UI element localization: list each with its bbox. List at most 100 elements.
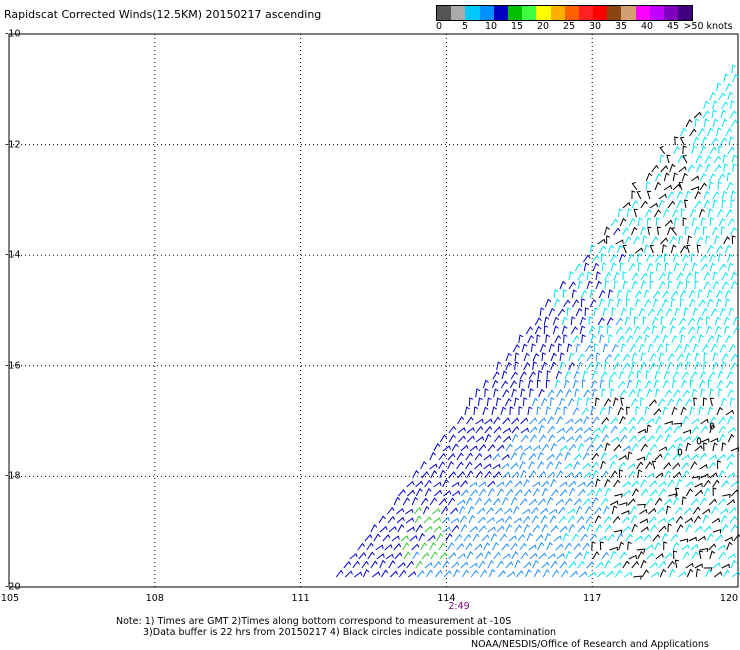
wind-barb	[707, 127, 714, 137]
wind-barb	[627, 463, 636, 470]
wind-barb	[370, 524, 378, 533]
wind-barb	[694, 190, 702, 200]
wind-barb	[703, 100, 710, 110]
wind-barb	[712, 442, 718, 452]
wind-barb	[429, 463, 438, 470]
wind-barb	[541, 523, 549, 533]
wind-barb	[721, 226, 726, 236]
wind-barb	[581, 334, 586, 344]
wind-barb	[574, 388, 580, 398]
wind-barb	[398, 569, 407, 578]
wind-barb	[649, 202, 658, 209]
wind-barb	[653, 335, 661, 344]
wind-barb	[586, 443, 595, 452]
wind-barb	[649, 362, 657, 371]
wind-barb	[396, 516, 405, 524]
wind-barb	[649, 353, 657, 362]
wind-barb	[497, 570, 506, 578]
wind-barb	[548, 307, 556, 317]
wind-barb	[691, 145, 697, 155]
wind-barb	[439, 552, 448, 560]
wind-barb	[717, 370, 724, 380]
wind-barb	[622, 489, 632, 497]
wind-barb	[559, 561, 568, 569]
wind-barb	[704, 155, 712, 164]
wind-barb	[558, 515, 567, 524]
wind-barb	[599, 379, 605, 389]
wind-barb	[514, 361, 519, 371]
color-scale-label: 35	[614, 21, 628, 32]
wind-barb	[721, 524, 729, 533]
wind-barb	[610, 218, 619, 227]
wind-barb	[683, 307, 689, 317]
wind-barb	[442, 445, 451, 452]
wind-barb	[590, 379, 598, 389]
wind-barb	[541, 352, 547, 362]
wind-barb	[725, 334, 732, 344]
wind-barb	[646, 435, 655, 443]
wind-barb	[559, 481, 568, 488]
wind-barb	[514, 445, 523, 452]
wind-barb	[619, 551, 627, 560]
color-swatch	[451, 6, 466, 20]
wind-barb	[529, 417, 538, 425]
wind-barb	[475, 436, 485, 443]
wind-barb	[594, 514, 602, 524]
wind-barb	[618, 253, 626, 263]
wind-barb	[537, 370, 543, 380]
wind-barb	[588, 316, 593, 326]
wind-barb	[442, 479, 450, 488]
wind-barb	[685, 272, 693, 281]
wind-barb	[580, 289, 588, 299]
wind-barb	[722, 154, 728, 164]
wind-barb	[415, 560, 423, 569]
wind-barb	[554, 406, 561, 416]
wind-barb	[655, 388, 661, 398]
wind-barb	[666, 398, 675, 407]
wind-barb	[474, 543, 483, 551]
wind-barb	[703, 280, 711, 290]
latitude-label: -10	[5, 28, 21, 40]
wind-barb	[727, 433, 735, 443]
wind-barb	[703, 226, 708, 236]
wind-barb	[690, 453, 699, 461]
wind-barb	[729, 110, 737, 119]
wind-barb	[656, 226, 661, 236]
wind-barb	[504, 515, 513, 524]
wind-barb	[618, 469, 624, 479]
wind-barb	[563, 379, 570, 389]
wind-barb	[707, 335, 715, 344]
wind-barb	[491, 379, 499, 389]
wind-barb	[710, 137, 719, 146]
wind-barb	[514, 480, 523, 488]
wind-barb	[505, 443, 513, 452]
wind-barb	[343, 560, 352, 569]
wind-barb	[720, 508, 729, 515]
wind-barb	[529, 426, 538, 434]
wind-barb	[606, 235, 611, 245]
wind-barb	[607, 244, 615, 254]
wind-barb	[448, 471, 457, 479]
wind-barb	[465, 452, 473, 461]
latitude-label: -20	[5, 581, 21, 593]
wind-barb	[730, 190, 736, 200]
wind-barb	[699, 547, 709, 553]
wind-barb	[647, 308, 655, 317]
wind-barb	[611, 343, 619, 353]
wind-barb	[703, 272, 711, 281]
wind-barb	[640, 478, 647, 488]
wind-barb	[644, 334, 650, 344]
wind-barb	[531, 515, 539, 524]
wind-barb	[681, 454, 690, 461]
wind-barb	[546, 496, 554, 506]
wind-barb	[637, 428, 647, 434]
wind-barb	[478, 525, 487, 533]
wind-barb	[595, 478, 601, 488]
wind-barb	[721, 101, 729, 110]
wind-barb	[362, 568, 370, 578]
wind-barb	[562, 289, 568, 299]
wind-barb	[574, 552, 583, 560]
wind-barb	[573, 498, 582, 506]
wind-barb	[452, 569, 460, 578]
wind-barb	[424, 479, 432, 488]
